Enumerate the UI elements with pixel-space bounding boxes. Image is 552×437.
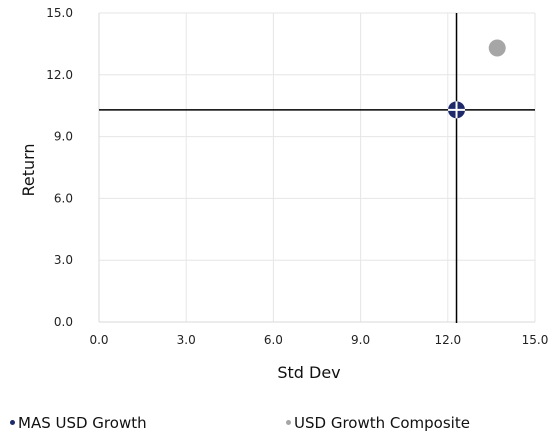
crosshair	[99, 13, 535, 323]
x-tick-label: 15.0	[522, 333, 549, 347]
y-axis-title: Return	[19, 143, 38, 196]
legend-item-usd-growth-composite: USD Growth Composite	[286, 414, 470, 432]
y-tick-label: 9.0	[54, 130, 73, 144]
y-tick-label: 0.0	[54, 315, 73, 329]
point-usd-growth-composite	[488, 39, 506, 57]
legend-item-mas-usd-growth: MAS USD Growth	[10, 414, 147, 432]
legend-label-mas-usd-growth: MAS USD Growth	[18, 414, 147, 432]
y-tick-label: 12.0	[46, 68, 73, 82]
axes	[98, 13, 535, 323]
x-tick-label: 6.0	[264, 333, 283, 347]
y-tick-label: 15.0	[46, 6, 73, 20]
x-axis-title: Std Dev	[277, 363, 340, 382]
legend-label-usd-growth-composite: USD Growth Composite	[294, 414, 470, 432]
y-tick-labels: 0.0 3.0 6.0 9.0 12.0 15.0	[46, 6, 73, 329]
legend-marker-usd-growth-composite	[286, 420, 291, 425]
x-tick-labels: 0.0 3.0 6.0 9.0 12.0 15.0	[89, 333, 548, 347]
data-points	[448, 39, 506, 119]
x-tick-label: 3.0	[177, 333, 196, 347]
y-tick-label: 6.0	[54, 191, 73, 205]
gridlines	[99, 12, 536, 322]
x-tick-label: 0.0	[89, 333, 108, 347]
x-tick-label: 9.0	[351, 333, 370, 347]
x-tick-label: 12.0	[434, 333, 461, 347]
y-tick-label: 3.0	[54, 253, 73, 267]
legend-marker-mas-usd-growth	[10, 420, 15, 425]
